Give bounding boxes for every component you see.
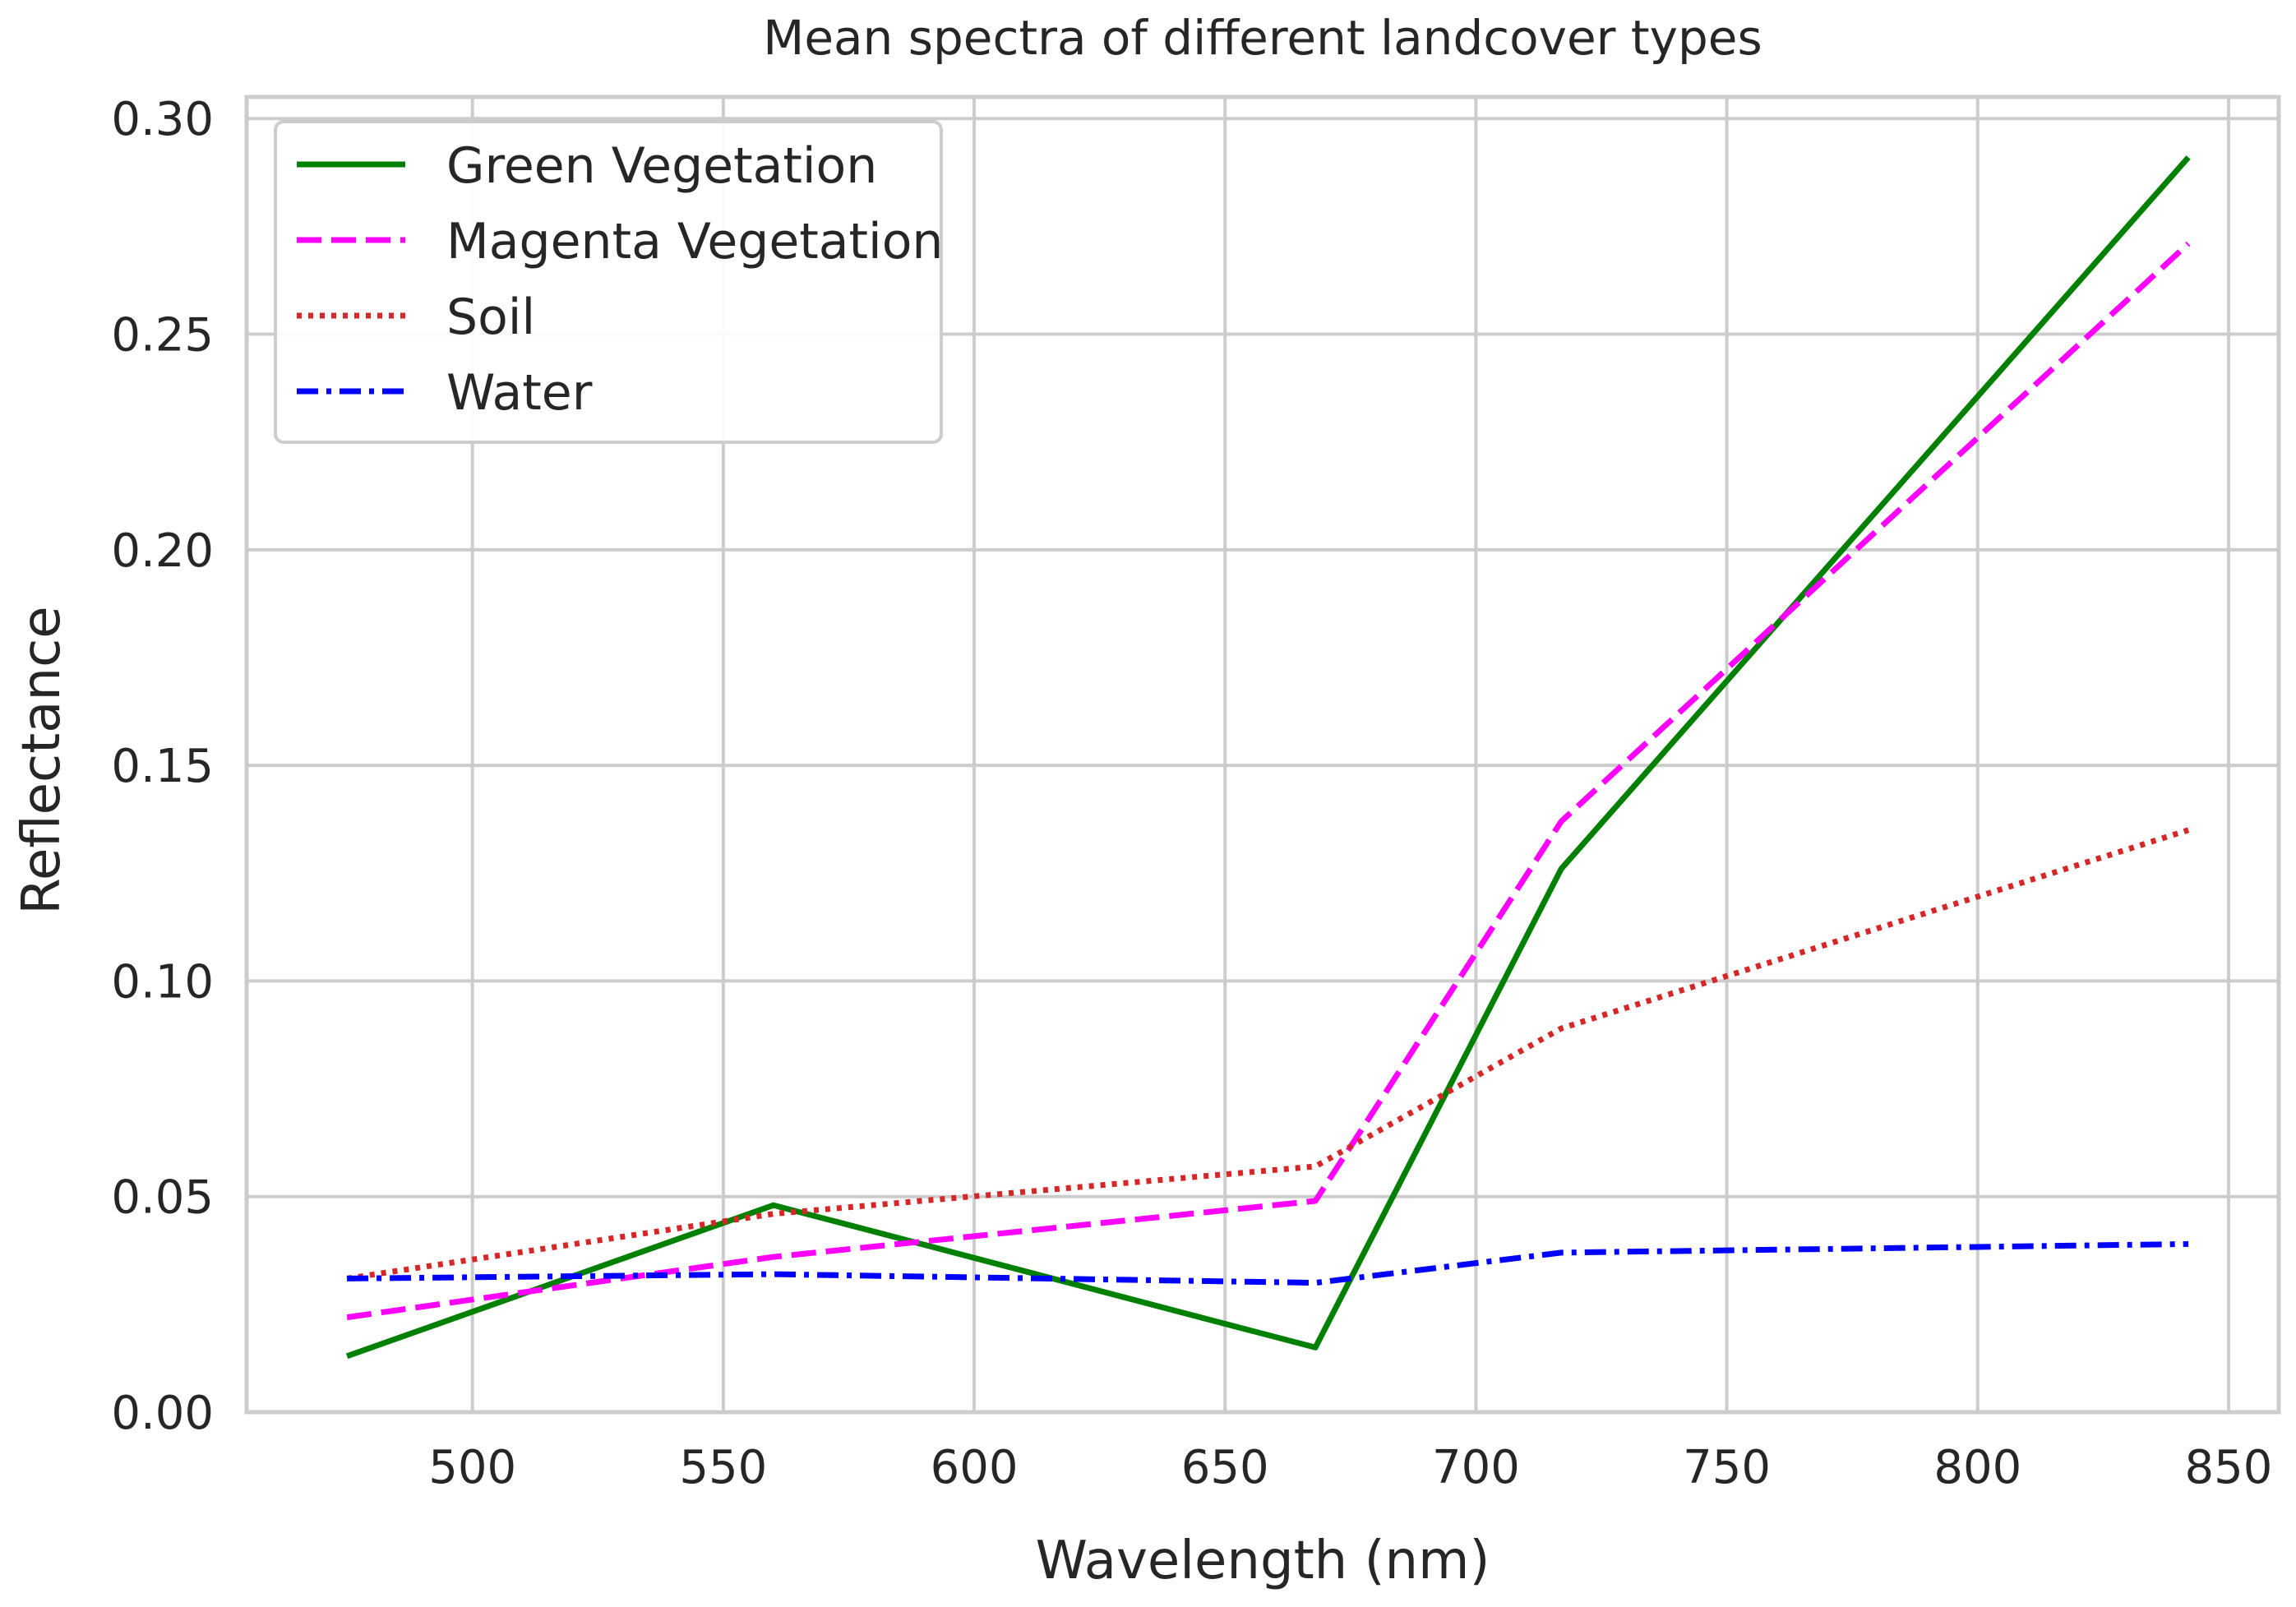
x-tick-label: 850 — [2185, 1441, 2273, 1494]
y-tick-label: 0.30 — [111, 93, 214, 146]
x-tick-label: 600 — [931, 1441, 1019, 1494]
tick-layer: 500 550 600 650 700 750 800 850 0.00 0.05 0.10 0.15… — [111, 93, 2272, 1494]
series-line-soil — [346, 827, 2190, 1281]
legend-label-soil: Soil — [446, 289, 535, 346]
series-layer — [345, 155, 2191, 1360]
x-tick-label: 500 — [428, 1441, 516, 1494]
series-line-water — [347, 1240, 2189, 1286]
x-tick-label: 800 — [1933, 1441, 2021, 1494]
y-tick-label: 0.10 — [111, 955, 214, 1009]
x-tick-label: 700 — [1432, 1441, 1520, 1494]
x-tick-label: 550 — [679, 1441, 767, 1494]
y-tick-label: 0.20 — [111, 524, 214, 578]
axis-frame — [244, 95, 2281, 1415]
x-tick-label: 750 — [1683, 1441, 1771, 1494]
axes-frame — [244, 95, 2281, 1415]
legend-label-magenta-vegetation: Magenta Vegetation — [446, 213, 943, 270]
y-tick-label: 0.00 — [111, 1387, 214, 1440]
y-axis-label: Reflectance — [12, 606, 72, 914]
series-line-magenta-vegetation — [346, 241, 2191, 1321]
legend-box — [274, 120, 943, 444]
x-tick-label: 650 — [1181, 1441, 1269, 1494]
legend-label-water: Water — [446, 364, 593, 422]
y-tick-label: 0.25 — [111, 309, 214, 362]
y-tick-label: 0.15 — [111, 740, 214, 793]
y-tick-label: 0.05 — [111, 1171, 214, 1225]
x-axis-label: Wavelength (nm) — [1036, 1531, 1490, 1591]
legend-label-green-vegetation: Green Vegetation — [446, 137, 877, 195]
legend: Green Vegetation Magenta Vegetation Soil Wa… — [274, 120, 943, 444]
chart-title: Mean spectra of different landcover type… — [763, 10, 1762, 66]
